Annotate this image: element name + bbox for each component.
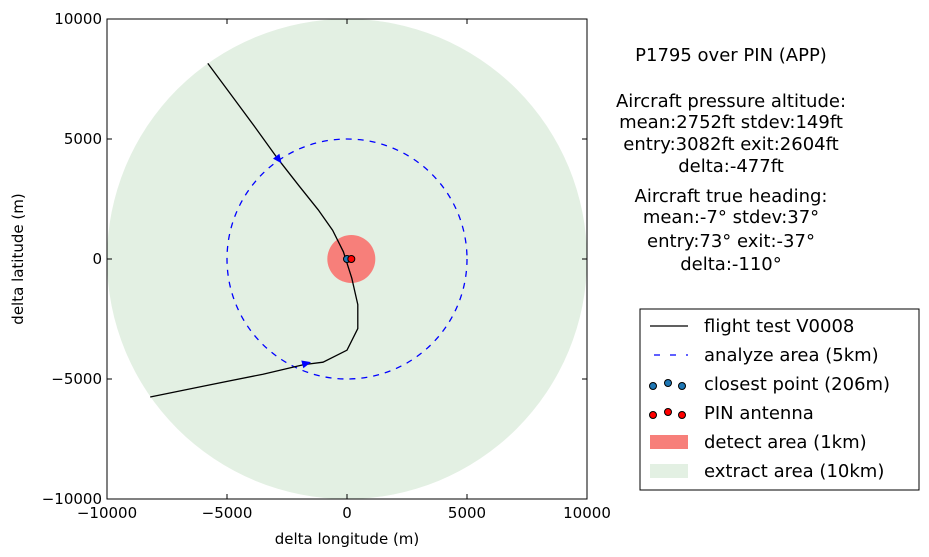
legend-handle-antenna — [649, 411, 657, 419]
direction-arrow-1 — [273, 153, 282, 164]
info-line: Aircraft pressure altitude: — [616, 91, 846, 112]
legend-label: extract area (10km) — [704, 461, 884, 482]
info-line: mean:2752ft stdev:149ft — [619, 112, 843, 133]
y-tick-label: −5000 — [51, 370, 102, 388]
legend-handle-extract — [650, 464, 688, 478]
y-axis-label: delta latitude (m) — [9, 193, 27, 324]
legend-handle-closest — [649, 382, 657, 390]
x-axis-label: delta longitude (m) — [275, 530, 420, 548]
legend-handle-detect — [650, 435, 688, 449]
legend-label: detect area (1km) — [704, 432, 867, 453]
direction-arrow-2 — [301, 360, 312, 369]
y-tick-label: 5000 — [64, 130, 102, 148]
legend-label: analyze area (5km) — [704, 345, 879, 366]
legend-frame — [639, 308, 920, 491]
x-tick-label: 5000 — [448, 504, 486, 522]
legend-label: PIN antenna — [704, 403, 814, 424]
y-tick-label: −10000 — [42, 490, 102, 508]
plot-area — [107, 19, 587, 499]
info-line: delta:-477ft — [678, 156, 784, 177]
pin-antenna-marker — [347, 255, 356, 263]
analyze-area-circle — [226, 138, 468, 380]
info-line: entry:3082ft exit:2604ft — [623, 134, 838, 155]
y-tick-label: 0 — [92, 250, 102, 268]
legend-handle-closest — [678, 382, 686, 390]
info-panel: P1795 over PIN (APP) Aircraft pressure al… — [616, 45, 846, 275]
legend-label: closest point (206m) — [704, 374, 890, 395]
legend-handle-closest — [664, 379, 672, 387]
x-tick-label: −10000 — [77, 504, 137, 522]
axis-ticks: −10000 −5000 0 5000 10000 −10000 −5000 0 5000 100… — [42, 10, 611, 522]
legend-handle-antenna — [678, 411, 686, 419]
info-line: delta:-110° — [680, 254, 782, 275]
info-line: Aircraft true heading: — [635, 186, 828, 207]
info-line: mean:-7° stdev:37° — [643, 207, 819, 228]
legend-handle-antenna — [664, 408, 672, 416]
info-line: entry:73° exit:-37° — [647, 231, 815, 252]
x-tick-label: 10000 — [563, 504, 611, 522]
legend-label: flight test V0008 — [704, 316, 854, 337]
info-line: P1795 over PIN (APP) — [635, 45, 827, 66]
legend: flight test V0008 analyze area (5km) close… — [639, 308, 920, 491]
y-tick-label: 10000 — [54, 10, 102, 28]
x-tick-label: −5000 — [202, 504, 253, 522]
x-tick-label: 0 — [342, 504, 352, 522]
flight-path-line — [150, 63, 359, 398]
